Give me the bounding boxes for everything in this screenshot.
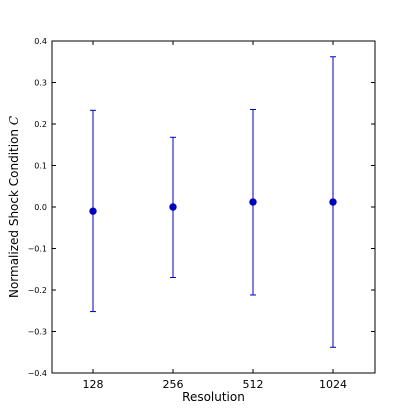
y-tick-label: 0.3 — [34, 79, 47, 88]
y-tick-label: 0.2 — [34, 120, 47, 129]
x-tick-label: 1024 — [319, 378, 347, 391]
y-axis-label: Normalized Shock Condition C — [7, 116, 21, 298]
y-axis-ticks: 0.4 0.3 0.2 0.1 0.0 −0.1 −0.2 −0.3 −0.4 — [28, 37, 375, 378]
data-point — [169, 203, 177, 211]
y-tick-label: 0.0 — [34, 203, 47, 212]
y-tick-label: 0.1 — [34, 162, 47, 171]
plot-area — [51, 40, 376, 374]
plot-frame — [51, 40, 376, 374]
y-tick-label: −0.2 — [28, 286, 47, 295]
data-point — [329, 198, 337, 206]
x-axis-label: Resolution — [182, 390, 245, 404]
y-tick-label: 0.4 — [34, 37, 47, 46]
data-series — [89, 56, 337, 348]
y-axis-label-text: Normalized Shock Condition — [7, 125, 21, 298]
data-point — [89, 207, 97, 215]
x-tick-label: 128 — [83, 378, 104, 391]
y-tick-label: −0.3 — [28, 328, 47, 337]
y-tick-label: −0.1 — [28, 245, 47, 254]
y-axis-label-symbol: C — [7, 116, 21, 125]
x-axis-ticks: 128 256 512 1024 — [83, 41, 347, 391]
x-tick-label: 256 — [163, 378, 184, 391]
y-tick-label: −0.4 — [28, 369, 47, 378]
data-point — [249, 198, 257, 206]
x-tick-label: 512 — [243, 378, 264, 391]
